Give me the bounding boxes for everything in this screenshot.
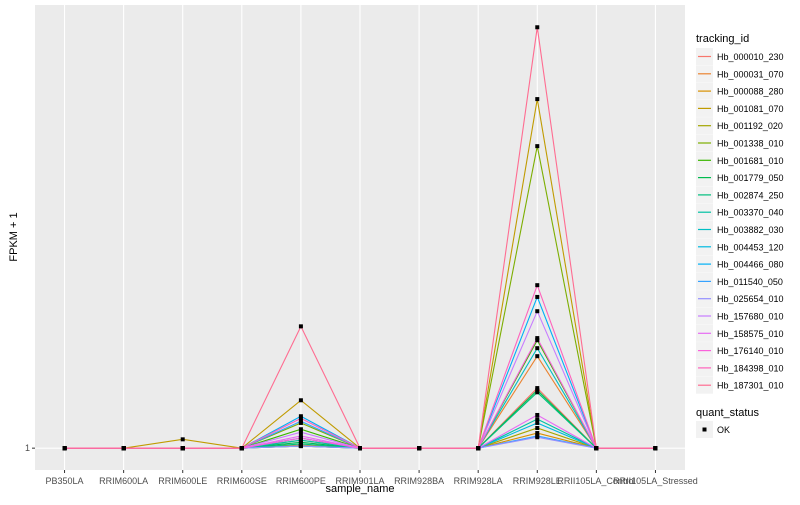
data-point bbox=[653, 446, 658, 451]
x-tick-label: RRII105LA_Stressed bbox=[613, 476, 698, 486]
data-point bbox=[535, 283, 540, 288]
legend-label: Hb_001081_070 bbox=[717, 104, 784, 114]
legend-label: Hb_001779_050 bbox=[717, 173, 784, 183]
legend-label: Hb_176140_010 bbox=[717, 346, 784, 356]
legend-label: Hb_000088_280 bbox=[717, 87, 784, 97]
status-legend-label: OK bbox=[717, 425, 730, 435]
legend-label: Hb_001338_010 bbox=[717, 139, 784, 149]
data-point bbox=[535, 309, 540, 314]
legend-label: Hb_003882_030 bbox=[717, 225, 784, 235]
data-point bbox=[535, 425, 540, 430]
y-tick-label: 1 bbox=[25, 443, 30, 453]
data-point bbox=[535, 294, 540, 299]
data-point bbox=[298, 433, 303, 438]
x-tick-label: RRIM600LE bbox=[158, 476, 207, 486]
legend-label: Hb_000031_070 bbox=[717, 69, 784, 79]
data-point bbox=[298, 444, 303, 449]
data-point bbox=[535, 346, 540, 351]
legend-label: Hb_001192_020 bbox=[717, 121, 783, 131]
legend-label: Hb_000010_230 bbox=[717, 52, 784, 62]
x-tick-label: RRII105LA_Control bbox=[557, 476, 635, 486]
data-point bbox=[535, 412, 540, 417]
x-tick-label: RRIM928LE bbox=[513, 476, 562, 486]
x-tick-label: RRIM901LA bbox=[335, 476, 384, 486]
data-point bbox=[476, 446, 481, 451]
data-point bbox=[535, 144, 540, 149]
data-point bbox=[62, 446, 67, 451]
data-point bbox=[298, 414, 303, 419]
data-point bbox=[358, 446, 362, 451]
legend-label: Hb_002874_250 bbox=[717, 190, 784, 200]
data-point bbox=[535, 431, 540, 436]
status-legend-point bbox=[702, 427, 707, 432]
data-point bbox=[298, 398, 303, 403]
data-point bbox=[298, 436, 303, 441]
x-tick-label: RRIM600PE bbox=[276, 476, 326, 486]
data-point bbox=[298, 427, 303, 432]
x-tick-label: RRIM928BA bbox=[394, 476, 444, 486]
data-point bbox=[535, 336, 540, 341]
data-point bbox=[535, 338, 540, 343]
legend-label: Hb_025654_010 bbox=[717, 294, 784, 304]
data-point bbox=[298, 430, 303, 435]
data-point bbox=[298, 441, 303, 446]
data-point bbox=[298, 416, 303, 421]
data-point bbox=[535, 354, 540, 359]
x-tick-label: PB350LA bbox=[46, 476, 84, 486]
data-point bbox=[180, 437, 185, 442]
data-point bbox=[535, 25, 540, 30]
data-point bbox=[239, 446, 244, 451]
legend-title: tracking_id bbox=[696, 33, 749, 45]
legend-label: Hb_004466_080 bbox=[717, 260, 784, 270]
x-tick-label: RRIM600LA bbox=[99, 476, 148, 486]
data-point bbox=[535, 388, 540, 393]
data-point bbox=[298, 419, 303, 424]
data-point bbox=[298, 438, 303, 443]
data-point bbox=[535, 417, 540, 422]
y-axis-title: FPKM + 1 bbox=[8, 212, 20, 261]
legend-label: Hb_003370_040 bbox=[717, 208, 784, 218]
data-point bbox=[417, 446, 422, 451]
data-point bbox=[535, 420, 540, 425]
status-legend-title: quant_status bbox=[696, 407, 759, 419]
x-axis-title: sample_name bbox=[325, 483, 394, 495]
data-point bbox=[594, 446, 599, 451]
data-point bbox=[121, 446, 126, 451]
legend-label: Hb_001681_010 bbox=[717, 156, 784, 166]
legend-label: Hb_157680_010 bbox=[717, 312, 784, 322]
data-point bbox=[535, 435, 540, 440]
x-tick-label: RRIM928LA bbox=[454, 476, 503, 486]
data-point bbox=[298, 324, 303, 329]
legend-label: Hb_011540_050 bbox=[717, 277, 783, 287]
legend-label: Hb_184398_010 bbox=[717, 363, 784, 373]
data-point bbox=[535, 386, 540, 391]
legend-label: Hb_004453_120 bbox=[717, 242, 784, 252]
data-point bbox=[180, 446, 185, 451]
legend-label: Hb_187301_010 bbox=[717, 381, 784, 391]
data-point bbox=[535, 390, 540, 395]
x-tick-label: RRIM600SE bbox=[217, 476, 267, 486]
legend-label: Hb_158575_010 bbox=[717, 329, 784, 339]
data-point bbox=[535, 97, 540, 102]
